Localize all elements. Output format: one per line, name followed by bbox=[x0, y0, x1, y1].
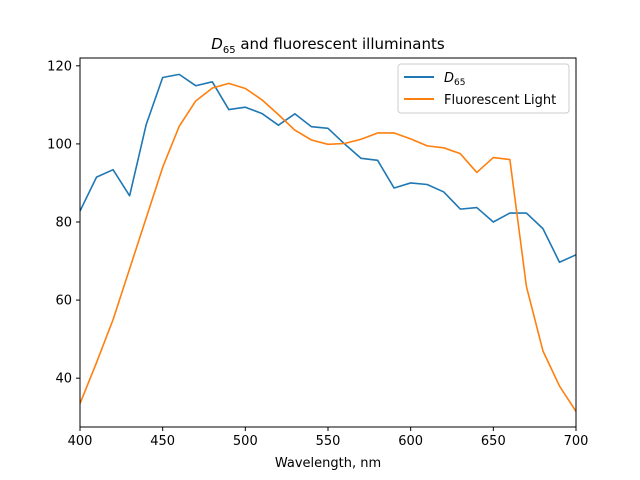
series-line-d65 bbox=[79, 73, 577, 264]
y-tick-label: 60 bbox=[55, 294, 72, 309]
legend: D65 Fluorescent Light bbox=[397, 63, 570, 114]
plot-area bbox=[79, 73, 577, 412]
y-tick-label: 120 bbox=[47, 59, 72, 74]
x-tick-label: 700 bbox=[564, 434, 589, 449]
x-axis: 400 450 500 550 600 650 700 bbox=[68, 427, 589, 449]
legend-frame bbox=[397, 63, 570, 114]
x-tick-label: 450 bbox=[150, 434, 175, 449]
x-tick-label: 650 bbox=[481, 434, 506, 449]
x-tick-label: 600 bbox=[398, 434, 423, 449]
legend-label-d65: D65 bbox=[444, 71, 465, 88]
y-tick-label: 40 bbox=[55, 372, 72, 387]
chart-title: D65 and fluorescent illuminants bbox=[211, 35, 445, 56]
x-axis-label: Wavelength, nm bbox=[275, 456, 381, 471]
x-tick-label: 550 bbox=[316, 434, 341, 449]
y-tick-label: 100 bbox=[47, 137, 72, 152]
x-tick-label: 500 bbox=[233, 434, 258, 449]
y-axis: 40 60 80 100 120 bbox=[47, 59, 80, 387]
series-line-fluorescent bbox=[79, 82, 577, 412]
y-tick-label: 80 bbox=[55, 216, 72, 231]
x-tick-label: 400 bbox=[68, 434, 93, 449]
legend-label-fluorescent: Fluorescent Light bbox=[444, 93, 556, 108]
